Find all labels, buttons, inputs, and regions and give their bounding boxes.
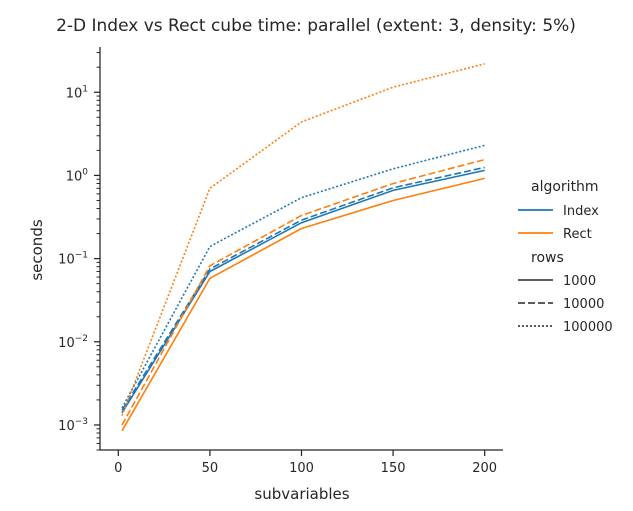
series-line-rect-100000	[121, 63, 485, 416]
legend-title-rows: rows	[531, 250, 564, 266]
x-tick-label: 0	[114, 461, 122, 476]
y-tick-label: 10−3	[58, 417, 88, 434]
axes: 0 50 100 150 200 10−3 10−2 10−1 100 101	[58, 47, 503, 476]
y-tick-label: 101	[66, 84, 88, 101]
y-tick-label: 100	[66, 167, 89, 184]
series-line-rect-10000	[121, 158, 485, 426]
legend-label-rect: Rect	[563, 227, 592, 242]
legend-label-index: Index	[563, 204, 599, 219]
legend: algorithm Index Rect rows 1000 10000 100000	[518, 179, 613, 335]
y-tick-label: 10−2	[58, 334, 88, 351]
x-tick-label: 150	[381, 461, 406, 476]
y-tick-label: 10−1	[58, 251, 88, 268]
legend-label-rows-1000: 1000	[563, 274, 596, 289]
y-axis-label: seconds	[28, 219, 46, 280]
legend-title-algorithm: algorithm	[531, 179, 599, 195]
series-line-index-10000	[121, 166, 485, 411]
legend-label-rows-10000: 10000	[563, 297, 604, 312]
x-tick-label: 200	[472, 461, 497, 476]
plot-area	[121, 63, 485, 432]
x-tick-label: 100	[289, 461, 314, 476]
x-axis-label: subvariables	[254, 485, 349, 503]
chart-title: 2-D Index vs Rect cube time: parallel (e…	[56, 16, 576, 36]
x-tick-label: 50	[202, 461, 219, 476]
series-line-rect-1000	[121, 177, 485, 432]
legend-label-rows-100000: 100000	[563, 320, 613, 335]
series-line-index-1000	[121, 169, 485, 414]
